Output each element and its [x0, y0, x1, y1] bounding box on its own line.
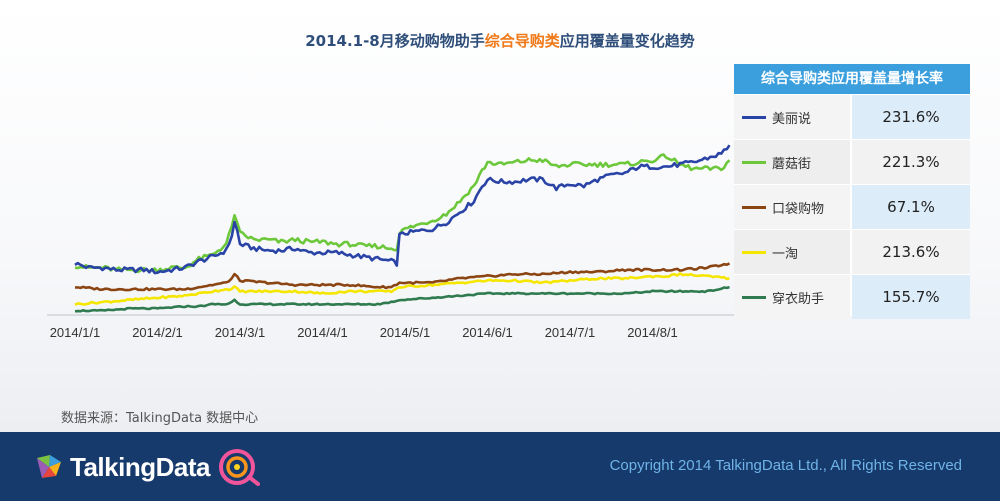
x-tick-label: 2014/4/1	[297, 325, 348, 340]
legend-growth-value: 231.6%	[852, 95, 970, 139]
chart-title: 2014.1-8月移动购物助手综合导购类应用覆盖量变化趋势	[0, 30, 1000, 51]
legend-growth-value: 213.6%	[852, 230, 970, 274]
legend-row: 一淘 213.6%	[734, 229, 970, 274]
legend-series-name: 蘑菇街	[772, 156, 812, 172]
legend-swatch	[742, 250, 766, 254]
series-line-3	[74, 262, 731, 292]
legend-growth-value: 155.7%	[852, 275, 970, 319]
x-tick-label: 2014/6/1	[462, 325, 513, 340]
brand-logo[interactable]: TalkingData	[34, 448, 260, 486]
x-tick-label: 2014/3/1	[215, 325, 266, 340]
legend-series-name: 口袋购物	[772, 201, 825, 217]
chart-title-suffix: 应用覆盖量变化趋势	[559, 32, 695, 50]
spiral-logo-icon	[218, 449, 260, 486]
legend-header: 综合导购类应用覆盖量增长率	[734, 64, 970, 94]
chart-title-highlight: 综合导购类	[484, 32, 560, 50]
line-chart: 2014/1/1 2014/2/1 2014/3/1 2014/4/1 2014/5/1…	[47, 144, 735, 340]
legend-swatch	[742, 115, 766, 119]
legend-row: 口袋购物 67.1%	[734, 184, 970, 229]
x-tick-label: 2014/1/1	[50, 325, 101, 340]
legend-swatch	[742, 295, 766, 299]
logo-text: TalkingData	[70, 451, 210, 482]
legend-growth-value: 67.1%	[852, 185, 970, 229]
x-tick-label: 2014/8/1	[627, 325, 678, 340]
talkingdata-logo-icon	[37, 455, 61, 478]
copyright-text: Copyright 2014 TalkingData Ltd., All Rig…	[609, 457, 962, 474]
legend-series-name: 一淘	[772, 246, 799, 262]
growth-legend-table: 综合导购类应用覆盖量增长率 美丽说 231.6% 蘑菇街 221.3% 口袋购物…	[734, 64, 970, 319]
series-line-5	[74, 285, 730, 313]
legend-swatch	[742, 160, 766, 164]
series-line-1	[74, 144, 731, 275]
legend-row: 穿衣助手 155.7%	[734, 274, 970, 319]
x-tick-label: 2014/2/1	[132, 325, 183, 340]
legend-row: 蘑菇街 221.3%	[734, 139, 970, 184]
legend-swatch	[742, 205, 766, 209]
series-line-4	[74, 272, 730, 306]
x-tick-label: 2014/5/1	[380, 325, 431, 340]
x-tick-label: 2014/7/1	[545, 325, 596, 340]
footer-bar	[0, 432, 1000, 501]
legend-series-name: 穿衣助手	[772, 291, 825, 307]
legend-series-name: 美丽说	[772, 111, 812, 127]
series-line-2	[74, 153, 731, 274]
legend-growth-value: 221.3%	[852, 140, 970, 184]
chart-title-prefix: 2014.1-8月移动购物助手	[305, 32, 485, 50]
legend-row: 美丽说 231.6%	[734, 94, 970, 139]
data-source-note: 数据来源：TalkingData 数据中心	[61, 411, 259, 426]
